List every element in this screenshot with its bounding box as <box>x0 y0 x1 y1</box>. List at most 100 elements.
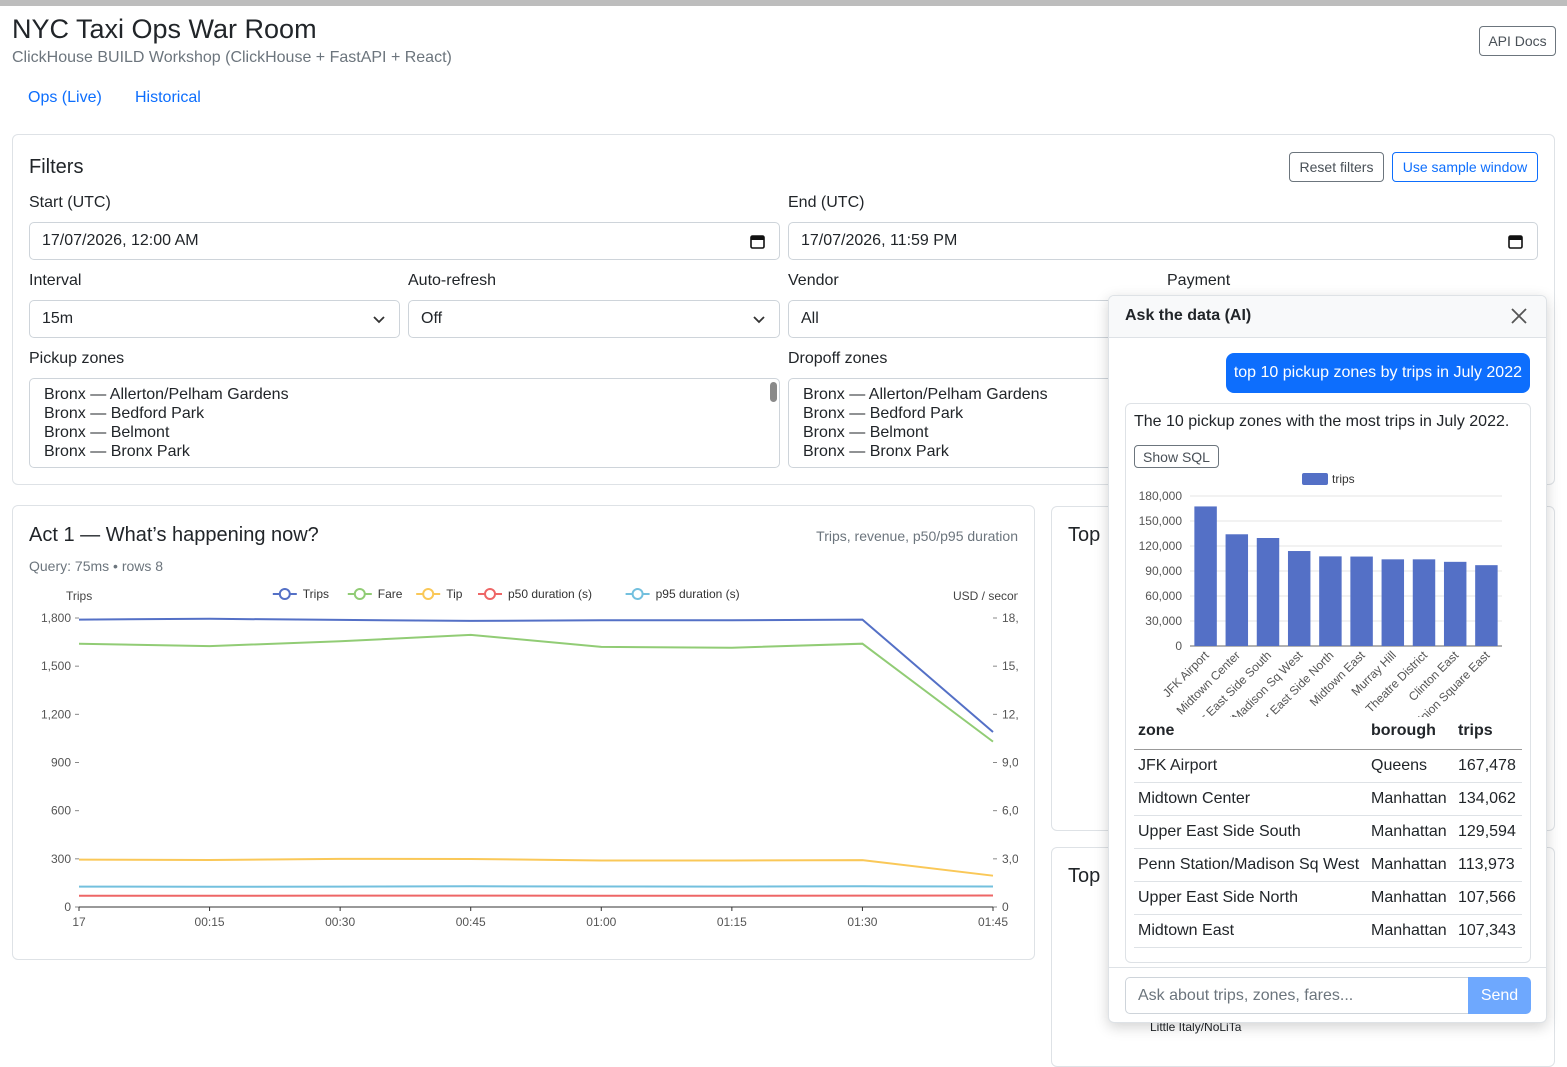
table-cell: 129,594 <box>1458 823 1516 841</box>
select[interactable]: Off <box>408 300 780 338</box>
table-cell: Manhattan <box>1371 856 1447 874</box>
date-input[interactable]: 17/07/2026, 11:59 PM <box>788 222 1538 260</box>
api-docs-button[interactable]: API Docs <box>1479 26 1556 56</box>
ai-panel: Ask the data (AI) top 10 pickup zones by… <box>1108 295 1547 1023</box>
ai-answer: The 10 pickup zones with the most trips … <box>1134 413 1509 431</box>
y-tick-label: 600 <box>51 804 71 818</box>
y-tick-label: 1,500 <box>41 659 71 673</box>
ai-input[interactable]: Ask about trips, zones, fares... <box>1125 977 1469 1014</box>
sample-button[interactable]: Use sample window <box>1392 152 1538 182</box>
bar <box>1413 559 1435 646</box>
y-tick-label: 1,800 <box>41 611 71 625</box>
bar <box>1444 562 1466 646</box>
table-cell: 167,478 <box>1458 757 1516 775</box>
select-value: Off <box>421 310 442 328</box>
reset-button[interactable]: Reset filters <box>1289 152 1384 182</box>
chevron <box>753 315 765 325</box>
page: NYC Taxi Ops War Room ClickHouse BUILD W… <box>0 0 1567 1043</box>
y-tick-label: 300 <box>51 852 71 866</box>
column-header: borough <box>1371 722 1436 740</box>
field-label: Interval <box>29 272 81 290</box>
ai-response: The 10 pickup zones with the most trips … <box>1125 403 1531 963</box>
bar <box>1382 559 1404 646</box>
y-tick-label: 180,000 <box>1139 489 1183 503</box>
y-axis-label: Trips <box>66 589 92 603</box>
legend-label: Tip <box>446 587 463 601</box>
show-sql-button[interactable]: Show SQL <box>1134 445 1219 468</box>
series-line <box>79 635 993 742</box>
list-option: Bronx — Allerton/Pelham Gardens <box>44 385 765 404</box>
table-cell: 113,973 <box>1458 856 1515 874</box>
table-cell: Manhattan <box>1371 823 1447 841</box>
bar <box>1288 551 1310 646</box>
user-message: top 10 pickup zones by trips in July 202… <box>1226 353 1530 393</box>
table-cell: Midtown Center <box>1138 790 1250 808</box>
series-line <box>79 619 993 732</box>
page-subtitle: ClickHouse BUILD Workshop (ClickHouse + … <box>12 49 452 67</box>
ai-title: Ask the data (AI) <box>1125 307 1251 325</box>
calendar-icon <box>1508 234 1523 249</box>
tab[interactable]: Historical <box>135 89 201 107</box>
field-label: Pickup zones <box>29 350 124 368</box>
y2-tick-label: 18,000 <box>1002 611 1018 625</box>
list-option: Bronx — Bedford Park <box>44 404 765 423</box>
x-tick-label: 00:30 <box>325 915 355 929</box>
select-value: All <box>801 310 819 328</box>
bar <box>1350 557 1372 646</box>
y2-tick-label: 12,000 <box>1002 707 1018 721</box>
list-option: Bronx — Bronx Park <box>44 442 765 461</box>
select[interactable]: All <box>788 300 1159 338</box>
bar <box>1226 534 1248 646</box>
x-tick-label: 01:45 <box>978 915 1008 929</box>
divider <box>1109 967 1546 968</box>
table-row: Upper East Side South Manhattan 129,594 <box>1134 816 1522 849</box>
y2-tick-label: 3,000 <box>1002 852 1018 866</box>
date-value: 17/07/2026, 12:00 AM <box>42 232 199 250</box>
bar <box>1194 506 1216 646</box>
column-header: trips <box>1458 722 1493 740</box>
y-tick-label: 0 <box>1175 639 1182 653</box>
tab[interactable]: Ops (Live) <box>28 89 102 107</box>
x-tick-label: 00:15 <box>195 915 225 929</box>
send-button[interactable]: Send <box>1468 977 1531 1014</box>
y-tick-label: 0 <box>64 900 71 914</box>
placeholder: Ask about trips, zones, fares... <box>1138 987 1353 1005</box>
table-row: Penn Station/Madison Sq West Manhattan 113… <box>1134 849 1522 882</box>
select[interactable]: 15m <box>29 300 400 338</box>
list-option: Bronx — Belmont <box>44 423 765 442</box>
close-button[interactable] <box>1510 307 1528 325</box>
field-label: Auto-refresh <box>408 272 496 290</box>
field-label: End (UTC) <box>788 194 864 212</box>
legend-label: trips <box>1332 472 1355 486</box>
y2-tick-label: 6,000 <box>1002 804 1018 818</box>
page-title: NYC Taxi Ops War Room <box>12 14 317 45</box>
x-tick-label: 01:15 <box>717 915 747 929</box>
field-label: Payment <box>1167 272 1230 290</box>
legend-swatch <box>1302 473 1328 485</box>
y-tick-label: 120,000 <box>1139 539 1183 553</box>
table-cell: Upper East Side North <box>1138 889 1298 907</box>
table-cell: 134,062 <box>1458 790 1516 808</box>
x-tick-label: 01:30 <box>847 915 877 929</box>
legend-label: Trips <box>303 587 329 601</box>
legend-marker <box>485 589 495 599</box>
bar-chart: 030,00060,00090,000120,000150,000180,000… <box>1126 467 1530 717</box>
bar <box>1257 538 1279 646</box>
table-cell: Midtown East <box>1138 922 1234 940</box>
y2-axis-label: USD / seconds <box>953 589 1018 603</box>
table-cell: Upper East Side South <box>1138 823 1301 841</box>
y-tick-label: 60,000 <box>1145 589 1182 603</box>
table-cell: 107,343 <box>1458 922 1516 940</box>
field-label: Start (UTC) <box>29 194 111 212</box>
date-input[interactable]: 17/07/2026, 12:00 AM <box>29 222 780 260</box>
select-value: 15m <box>42 310 73 328</box>
table-cell: Penn Station/Madison Sq West <box>1138 856 1359 874</box>
series-line <box>79 859 993 876</box>
